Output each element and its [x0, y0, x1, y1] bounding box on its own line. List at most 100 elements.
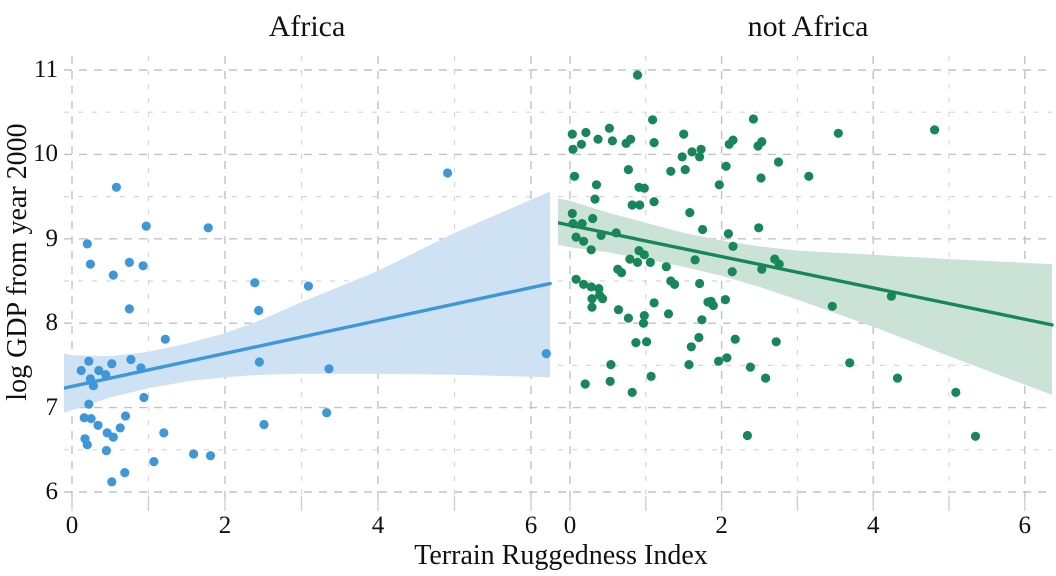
- confidence-band: [64, 191, 551, 413]
- data-point: [120, 411, 131, 421]
- data-point: [677, 152, 687, 162]
- data-point: [639, 311, 649, 321]
- data-point: [627, 387, 637, 397]
- panel-not-africa: [558, 56, 1054, 511]
- x-tick-label: 2: [715, 512, 728, 539]
- data-point: [107, 359, 117, 369]
- data-point: [579, 236, 589, 246]
- data-point: [714, 180, 724, 190]
- data-point: [687, 147, 697, 157]
- data-point: [250, 278, 260, 288]
- y-tick-label: 8: [45, 309, 59, 337]
- data-point: [631, 338, 641, 348]
- data-point: [771, 337, 781, 347]
- data-point: [645, 257, 655, 267]
- data-point: [85, 259, 95, 269]
- data-point: [571, 232, 581, 242]
- data-point: [88, 381, 98, 391]
- data-point: [635, 200, 645, 210]
- data-point: [84, 356, 94, 366]
- data-point: [596, 230, 606, 240]
- data-point: [576, 139, 587, 149]
- data-point: [593, 134, 603, 144]
- data-point: [698, 224, 708, 235]
- data-point: [159, 428, 169, 438]
- data-point: [86, 414, 96, 424]
- data-point: [721, 161, 731, 171]
- data-point: [139, 392, 149, 403]
- panel-title-not-africa: not Africa: [747, 10, 869, 43]
- y-tick-label: 9: [45, 224, 59, 252]
- y-tick-label: 11: [33, 56, 58, 83]
- x-tick-label: 2: [218, 512, 232, 539]
- data-point: [694, 332, 704, 343]
- data-point: [93, 420, 103, 430]
- data-point: [254, 305, 264, 316]
- data-point: [639, 250, 649, 260]
- data-point: [686, 342, 696, 352]
- data-point: [568, 144, 578, 154]
- data-point: [730, 334, 740, 344]
- data-point: [648, 115, 658, 125]
- data-point: [605, 376, 615, 386]
- panel-title-africa: Africa: [268, 10, 346, 43]
- data-point: [696, 144, 706, 154]
- data-point: [569, 171, 580, 181]
- data-point: [670, 279, 680, 289]
- data-point: [638, 318, 649, 328]
- data-point: [82, 440, 92, 450]
- data-point: [303, 281, 313, 291]
- x-axis-label: Terrain Ruggedness Index: [414, 540, 708, 571]
- data-point: [632, 70, 643, 80]
- data-point: [695, 152, 705, 162]
- data-point: [684, 360, 694, 370]
- data-point: [443, 168, 453, 178]
- data-point: [588, 213, 598, 224]
- data-point: [833, 128, 843, 138]
- data-point: [886, 291, 897, 301]
- data-point: [827, 301, 837, 311]
- data-point: [625, 254, 635, 264]
- data-point: [160, 334, 170, 344]
- data-point: [663, 309, 674, 319]
- data-point: [571, 274, 581, 284]
- data-point: [587, 302, 597, 312]
- data-point: [754, 223, 764, 233]
- x-tick-label: 6: [524, 512, 538, 539]
- data-point: [567, 129, 577, 139]
- data-point: [697, 315, 707, 325]
- data-point: [126, 354, 136, 365]
- data-point: [756, 173, 766, 183]
- data-point: [579, 279, 589, 289]
- data-point: [804, 171, 814, 181]
- data-point: [108, 432, 118, 442]
- data-point: [136, 363, 146, 373]
- data-point: [761, 373, 771, 383]
- data-point: [590, 194, 600, 204]
- data-point: [101, 446, 111, 456]
- data-point: [661, 262, 671, 272]
- data-point: [623, 313, 634, 323]
- data-point: [107, 477, 117, 487]
- data-point: [120, 468, 130, 478]
- data-point: [604, 123, 615, 133]
- data-point: [203, 223, 213, 233]
- data-point: [970, 431, 981, 441]
- data-point: [82, 239, 92, 249]
- data-point: [728, 241, 738, 251]
- data-point: [646, 371, 656, 381]
- x-tick-label: 0: [65, 512, 79, 539]
- data-point: [611, 228, 621, 238]
- x-tick-label: 4: [371, 512, 385, 539]
- data-point: [607, 136, 618, 146]
- data-point: [666, 166, 676, 176]
- data-point: [685, 208, 695, 218]
- data-point: [205, 451, 216, 461]
- data-point: [680, 165, 690, 175]
- data-point: [254, 357, 264, 367]
- x-tick-label: 6: [1018, 512, 1032, 539]
- data-point: [649, 197, 659, 207]
- data-point: [141, 221, 151, 231]
- data-point: [84, 399, 94, 409]
